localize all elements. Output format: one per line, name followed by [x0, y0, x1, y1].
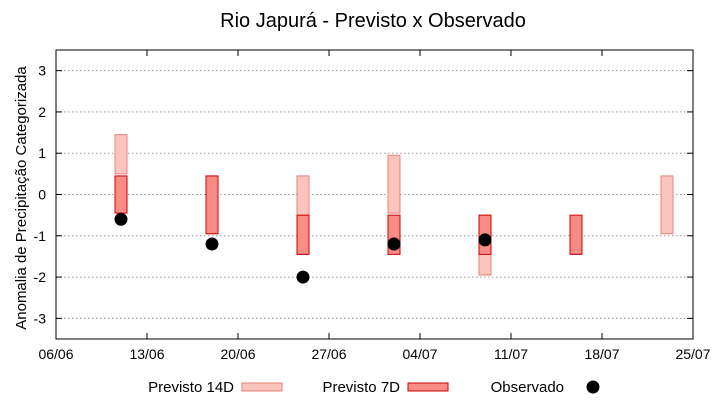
bar-previsto-7d [296, 214, 310, 255]
chart-title: Rio Japurá - Previsto x Observado [220, 10, 526, 32]
point-observado [205, 237, 219, 251]
legend-marker-observado [586, 380, 600, 394]
point-observado [114, 212, 128, 226]
legend-swatch-previsto-7d [407, 382, 449, 392]
y-tick-label: 2 [38, 104, 46, 120]
bar-previsto-14d [660, 175, 674, 235]
x-tick-label: 27/06 [311, 346, 346, 362]
x-tick-label: 11/07 [494, 346, 528, 362]
legend-label-previsto-14d: Previsto 14D [148, 379, 234, 396]
legend-label-previsto-7d: Previsto 7D [322, 379, 400, 396]
y-tick-label: 3 [38, 63, 46, 79]
bar-previsto-7d [205, 175, 219, 235]
bar-previsto-14d [114, 134, 128, 175]
legend: Previsto 14D Previsto 7D Observado [148, 379, 600, 396]
y-axis-label: Anomalia de Precipitação Categorizada [13, 66, 30, 330]
x-tick-label: 18/07 [584, 346, 619, 362]
legend-swatch-previsto-14d [241, 382, 283, 392]
bar-previsto-7d [569, 214, 583, 255]
point-observado [296, 270, 310, 284]
series-previsto-7d [114, 175, 583, 255]
point-observado [478, 233, 492, 247]
x-tick-label: 13/06 [129, 346, 164, 362]
x-tick-label: 20/06 [220, 346, 255, 362]
y-tick-label: -2 [34, 269, 47, 285]
bar-previsto-14d [387, 154, 401, 214]
series-observado [114, 212, 492, 284]
y-axis: -3 -2 -1 0 1 2 3 [34, 63, 693, 326]
grid-lines [56, 70, 693, 319]
point-observado [387, 237, 401, 251]
y-tick-label: -3 [34, 310, 47, 326]
x-tick-label: 25/07 [675, 346, 710, 362]
y-tick-label: -1 [34, 228, 47, 244]
x-axis: 06/06 13/06 20/06 27/06 04/07 11/07 18/07 25/07 [38, 50, 711, 362]
x-tick-label: 06/06 [38, 346, 73, 362]
y-tick-label: 0 [38, 187, 46, 203]
bar-previsto-7d [114, 175, 128, 214]
x-tick-label: 04/07 [402, 346, 437, 362]
legend-label-observado: Observado [491, 379, 564, 396]
y-tick-label: 1 [38, 145, 46, 161]
